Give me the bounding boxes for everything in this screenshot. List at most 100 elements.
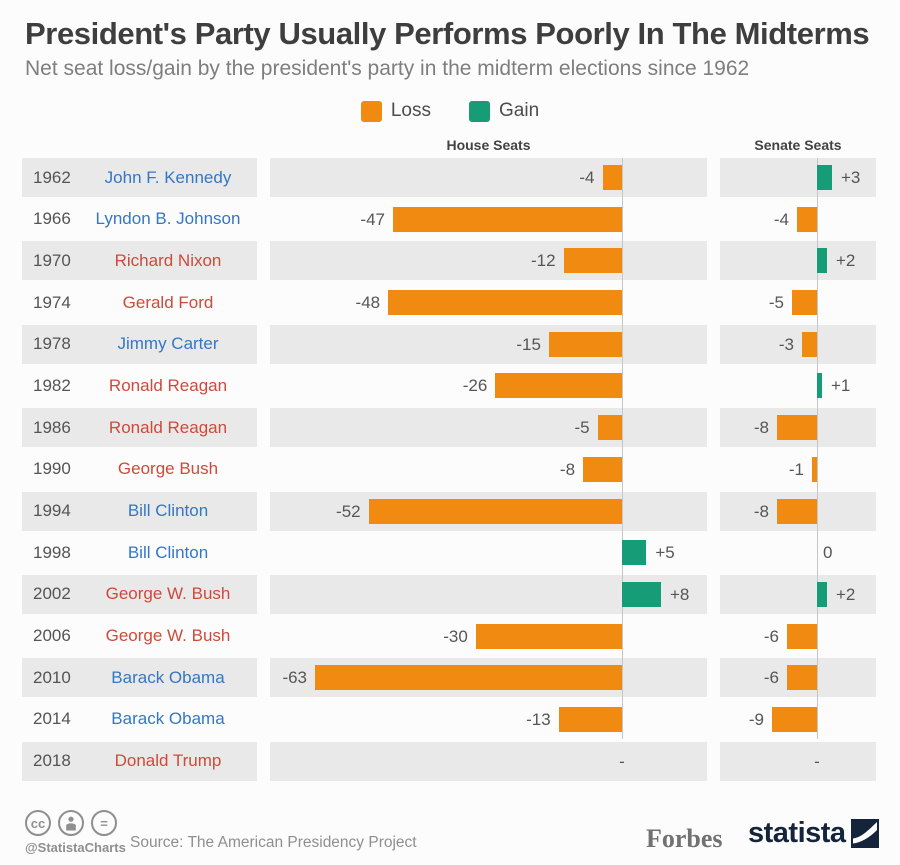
page-subtitle: Net seat loss/gain by the president's pa… xyxy=(25,57,750,80)
senate-bar-cell: +2 xyxy=(720,574,876,614)
legend-item-loss: Loss xyxy=(360,100,431,122)
statista-logo-mark xyxy=(850,819,879,848)
cc-license-icons: cc = xyxy=(25,810,117,836)
chart-row: 1974 Gerald Ford -48 -5 xyxy=(0,283,900,322)
value-label: -30 xyxy=(443,626,468,646)
value-label: +8 xyxy=(669,584,690,604)
value-label: -52 xyxy=(336,501,361,521)
value-label: -1 xyxy=(788,459,804,479)
senate-bar-cell: -8 xyxy=(720,491,876,531)
house-bar-cell: -15 xyxy=(270,324,707,364)
value-label: -47 xyxy=(360,209,385,229)
senate-bar-cell: 0 xyxy=(720,533,876,572)
value-label: +3 xyxy=(841,168,861,187)
president-name: Jimmy Carter xyxy=(117,334,219,354)
loss-bar xyxy=(495,373,622,399)
value-label: -4 xyxy=(773,209,789,229)
chart-row: 1990 George Bush -8 -1 xyxy=(0,450,900,489)
row-label-cell: 2010 Barack Obama xyxy=(22,658,257,698)
chart-row: 1978 Jimmy Carter -15 -3 xyxy=(0,324,900,364)
president-name: Donald Trump xyxy=(114,751,222,771)
value-label: -3 xyxy=(778,334,794,354)
row-label-cell: 1990 George Bush xyxy=(22,450,257,489)
loss-bar xyxy=(787,665,817,691)
statista-charts-handle: @StatistaCharts xyxy=(25,840,126,855)
president-name: Richard Nixon xyxy=(114,250,222,270)
loss-swatch xyxy=(360,100,382,122)
row-label-cell: 1966 Lyndon B. Johnson xyxy=(22,200,257,239)
year-label: 1966 xyxy=(33,209,71,229)
president-name: Ronald Reagan xyxy=(108,375,228,395)
row-label-cell: 1982 Ronald Reagan xyxy=(22,366,257,405)
loss-bar xyxy=(787,623,817,649)
row-label-cell: 1994 Bill Clinton xyxy=(22,491,257,531)
chart-row: 1966 Lyndon B. Johnson -47 -4 xyxy=(0,200,900,239)
loss-bar xyxy=(602,165,622,190)
senate-bar-cell: +2 xyxy=(720,241,876,281)
president-name: Gerald Ford xyxy=(122,292,214,312)
value-label: +1 xyxy=(831,376,851,396)
row-label-cell: 1978 Jimmy Carter xyxy=(22,324,257,364)
row-label-cell: 2014 Barack Obama xyxy=(22,700,257,739)
source-text: Source: The American Presidency Project xyxy=(130,834,417,851)
value-label: +5 xyxy=(655,543,675,563)
forbes-logo: Forbes xyxy=(646,824,723,853)
loss-bar xyxy=(772,706,817,732)
value-label: -15 xyxy=(516,334,541,354)
year-label: 1998 xyxy=(33,542,71,562)
year-label: 1986 xyxy=(33,417,71,437)
senate-bar-cell: -8 xyxy=(720,408,876,448)
house-bar-cell: - xyxy=(270,741,707,781)
house-bar-cell: -4 xyxy=(270,158,707,197)
chart-row: 1970 Richard Nixon -12 +2 xyxy=(0,241,900,281)
house-bar-cell: -48 xyxy=(270,283,707,322)
gain-bar xyxy=(817,581,827,607)
senate-bar-cell: -6 xyxy=(720,617,876,656)
year-label: 1990 xyxy=(33,459,71,479)
chart-row: 2006 George W. Bush -30 -6 xyxy=(0,617,900,656)
cc-icon: cc xyxy=(25,810,51,836)
loss-bar xyxy=(475,623,622,649)
row-label-cell: 2002 George W. Bush xyxy=(22,574,257,614)
year-label: 2010 xyxy=(33,667,71,687)
house-bar-cell: -5 xyxy=(270,408,707,448)
house-bar-cell: -26 xyxy=(270,366,707,405)
value-label: +2 xyxy=(836,251,856,271)
no-data-dash: - xyxy=(814,751,820,771)
year-label: 2006 xyxy=(33,626,71,646)
senate-bar-cell: -3 xyxy=(720,324,876,364)
year-label: 2014 xyxy=(33,709,71,729)
year-label: 2018 xyxy=(33,751,71,771)
loss-bar xyxy=(797,206,817,232)
year-label: 1978 xyxy=(33,334,71,354)
chart-rows: 1962 John F. Kennedy -4 +3 1966 Lyndon B. Joh… xyxy=(0,158,900,783)
senate-bar-cell: - xyxy=(720,741,876,781)
attribution-person-icon xyxy=(58,810,84,836)
house-zero-axis-line xyxy=(622,158,623,739)
president-name: Bill Clinton xyxy=(127,501,209,520)
year-label: 1974 xyxy=(33,292,71,312)
senate-bar-cell: -1 xyxy=(720,450,876,489)
value-label: -6 xyxy=(763,626,779,646)
year-label: 1982 xyxy=(33,375,71,395)
value-label: -4 xyxy=(579,168,595,187)
president-name: George W. Bush xyxy=(105,584,231,604)
loss-bar xyxy=(802,331,817,357)
row-label-cell: 2018 Donald Trump xyxy=(22,741,257,781)
legend-item-gain: Gain xyxy=(469,100,539,122)
chart-row: 1982 Ronald Reagan -26 +1 xyxy=(0,366,900,405)
value-label: -13 xyxy=(526,709,551,729)
row-label-cell: 1998 Bill Clinton xyxy=(22,533,257,572)
value-label: 0 xyxy=(823,543,833,563)
legend: Loss Gain xyxy=(0,100,900,122)
gain-bar xyxy=(622,540,647,566)
no-data-dash: - xyxy=(619,751,625,771)
chart-row: 2014 Barack Obama -13 -9 xyxy=(0,700,900,739)
gain-bar xyxy=(622,581,661,607)
loss-bar xyxy=(563,248,622,274)
house-bar-cell: -13 xyxy=(270,700,707,739)
house-bar-cell: -8 xyxy=(270,450,707,489)
row-label-cell: 1986 Ronald Reagan xyxy=(22,408,257,448)
column-header-house: House Seats xyxy=(446,137,531,153)
